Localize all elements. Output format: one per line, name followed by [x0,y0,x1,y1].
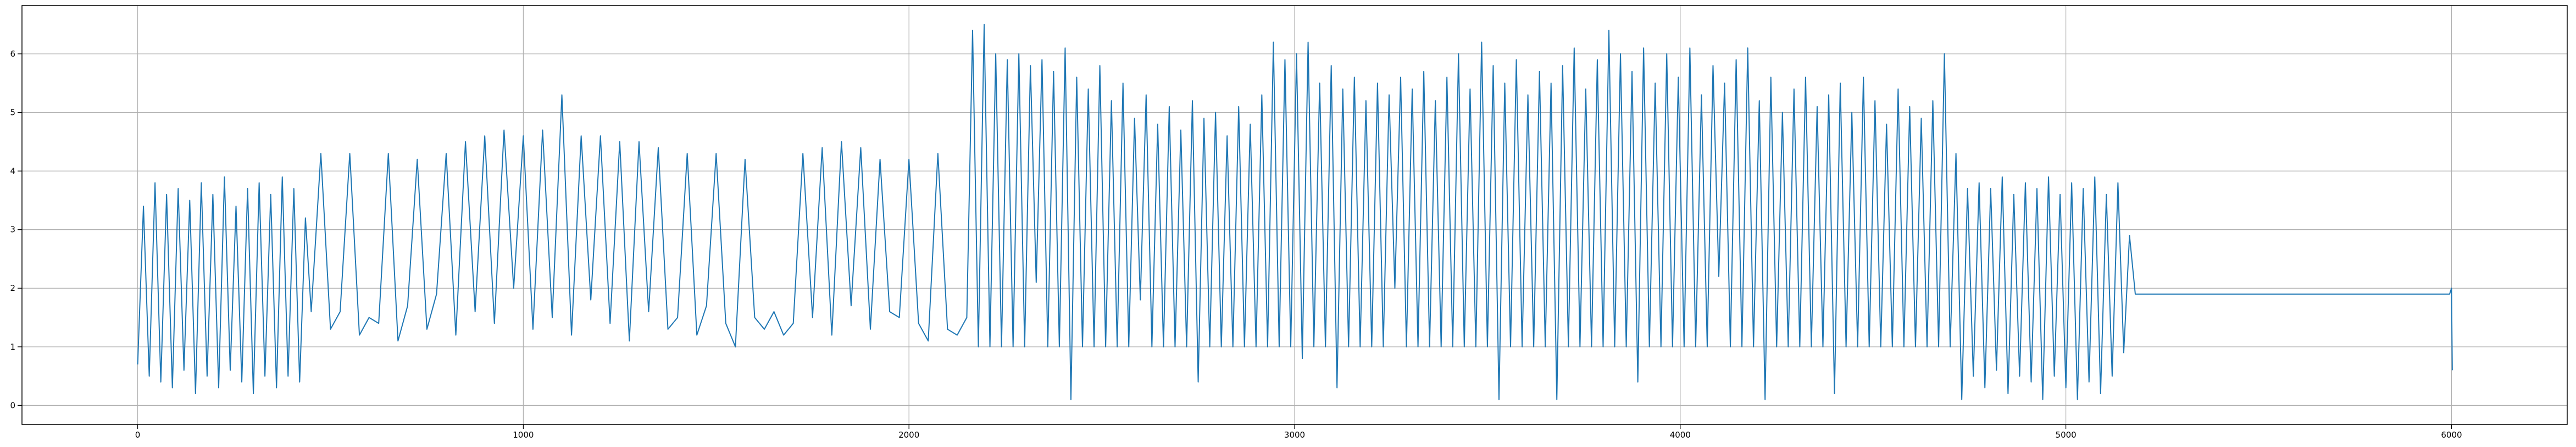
ticks: 0 1000 2000 3000 4000 5000 6000 0 1 2 3 4 5 6 [10,49,2462,440]
y-tick-label: 2 [10,283,15,293]
y-tick-label: 3 [10,225,15,235]
x-tick-label: 6000 [2441,430,2462,440]
grid [22,5,2567,424]
x-tick-label: 5000 [2056,430,2077,440]
x-tick-label: 4000 [1670,430,1691,440]
y-tick-label: 5 [10,107,15,117]
y-tick-label: 4 [10,166,15,176]
data-line [137,24,2453,400]
plot-area [137,24,2453,400]
y-tick-label: 0 [10,400,15,410]
y-tick-label: 6 [10,49,15,59]
x-tick-label: 3000 [1284,430,1305,440]
x-tick-label: 2000 [898,430,919,440]
y-tick-label: 1 [10,342,15,352]
x-tick-label: 1000 [513,430,534,440]
x-tick-label: 0 [135,430,141,440]
